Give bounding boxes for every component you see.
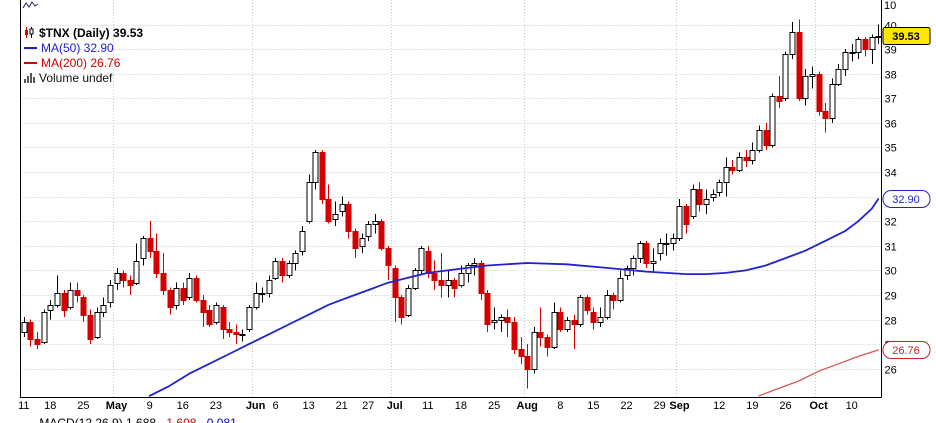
symbol-row: $TNX (Daily) 39.53 [24,25,143,40]
svg-text:38: 38 [885,70,897,82]
chart-legend: $TNX (Daily) 39.53 MA(50) 32.90 MA(200) … [24,25,143,85]
ma200-legend-row: MA(200) 26.76 [24,55,143,70]
macd-hist-value: 0.081 [206,416,237,423]
svg-text:9: 9 [147,400,153,412]
svg-text:23: 23 [210,400,222,412]
svg-text:18: 18 [44,400,56,412]
upper-panel-axis-label: 10 [884,0,897,12]
symbol-label: $TNX (Daily) 39.53 [39,25,144,40]
svg-text:26: 26 [885,365,897,377]
svg-text:11: 11 [422,400,433,412]
svg-text:32: 32 [885,217,897,229]
svg-text:11: 11 [18,400,29,412]
svg-text:8: 8 [557,400,563,412]
svg-text:36: 36 [885,119,897,131]
volume-label: Volume undef [39,70,113,85]
svg-text:31: 31 [885,242,897,254]
macd-label: — MACD(12,26,9) 1.688, [24,416,160,423]
svg-text:28: 28 [885,316,897,328]
ma200-label: MA(200) 26.76 [41,55,121,70]
macd-legend-clipped: — MACD(12,26,9) 1.688, 1.608, 0.081 [24,416,244,423]
svg-text:10: 10 [846,400,858,412]
clipped-upper-panel-content [22,1,39,9]
svg-text:15: 15 [587,400,599,412]
svg-text:27: 27 [362,400,374,412]
svg-text:Jun: Jun [246,400,266,412]
svg-text:21: 21 [336,400,348,412]
svg-text:18: 18 [455,400,467,412]
svg-text:29: 29 [885,291,897,303]
svg-text:32.90: 32.90 [892,194,920,206]
svg-text:26: 26 [779,400,791,412]
svg-text:12: 12 [713,400,725,412]
svg-text:35: 35 [885,143,897,155]
svg-text:6: 6 [272,400,278,412]
svg-text:Jul: Jul [387,400,403,412]
svg-text:26.76: 26.76 [892,345,920,357]
svg-text:Sep: Sep [669,400,689,412]
macd-signal-value: 1.608, [166,416,200,423]
svg-text:Aug: Aug [517,400,538,412]
volume-legend-row: Volume undef [24,70,143,85]
svg-text:39.53: 39.53 [892,31,920,43]
candlestick-chart-type-icon [25,27,34,38]
svg-text:34: 34 [885,168,897,180]
svg-text:39: 39 [885,45,897,57]
ma50-legend-row: MA(50) 32.90 [24,40,143,55]
svg-text:19: 19 [746,400,758,412]
ma50-label: MA(50) 32.90 [41,40,114,55]
svg-text:16: 16 [177,400,189,412]
volume-bars-icon [24,72,35,83]
svg-text:May: May [106,400,128,412]
svg-text:Oct: Oct [809,400,828,412]
svg-text:25: 25 [488,400,500,412]
svg-text:13: 13 [302,400,314,412]
svg-text:37: 37 [885,94,897,106]
svg-text:30: 30 [885,266,897,278]
ma50-line-swatch [24,46,37,49]
svg-text:25: 25 [77,400,89,412]
svg-text:29: 29 [653,400,665,412]
svg-text:22: 22 [620,400,632,412]
ma200-line-swatch [24,61,37,64]
